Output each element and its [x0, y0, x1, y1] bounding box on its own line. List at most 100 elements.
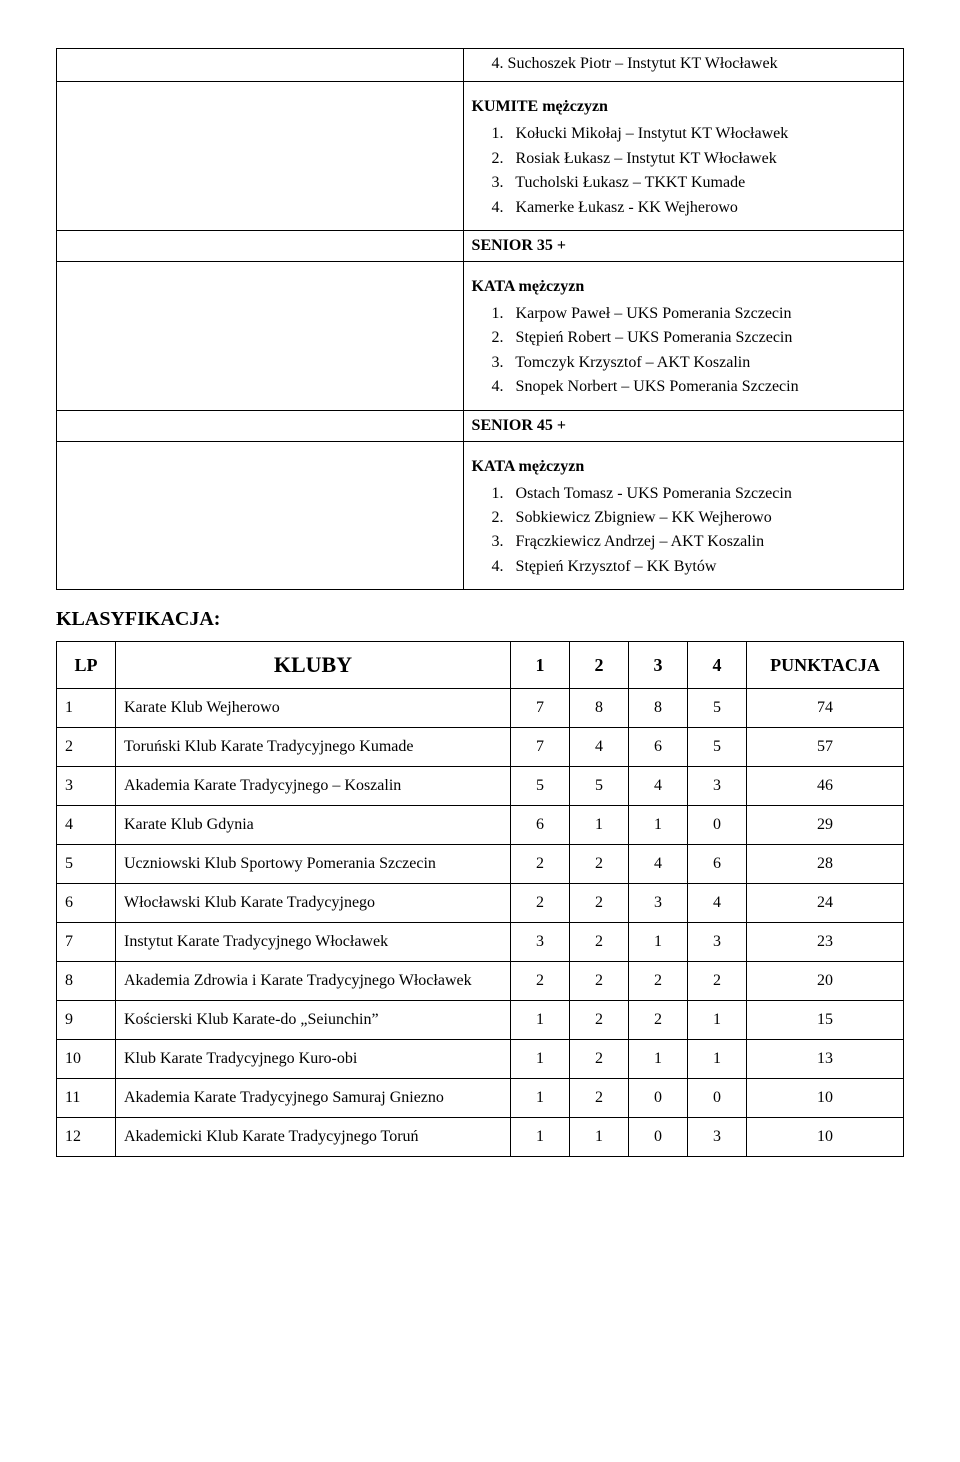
- table-cell: 28: [747, 845, 904, 884]
- table-cell: Akademia Karate Tradycyjnego – Koszalin: [116, 767, 511, 806]
- layout-left-empty-5: [57, 410, 464, 441]
- table-cell: 23: [747, 923, 904, 962]
- table-cell: Karate Klub Wejherowo: [116, 689, 511, 728]
- list-number: 1.: [492, 483, 512, 505]
- list-item: 1. Kołucki Mikołaj – Instytut KT Włocław…: [492, 122, 895, 146]
- table-cell: 4: [688, 884, 747, 923]
- table-cell: 1: [688, 1040, 747, 1079]
- table-cell: Akademicki Klub Karate Tradycyjnego Toru…: [116, 1118, 511, 1157]
- table-cell: 57: [747, 728, 904, 767]
- table-cell: 2: [570, 1001, 629, 1040]
- list-number: 3.: [492, 531, 512, 553]
- header-3: 3: [629, 642, 688, 689]
- table-cell: 2: [570, 845, 629, 884]
- senior35-kata-list: 1. Karpow Paweł – UKS Pomerania Szczecin…: [472, 302, 895, 400]
- header-1: 1: [511, 642, 570, 689]
- table-cell: 1: [511, 1040, 570, 1079]
- table-cell: 3: [57, 767, 116, 806]
- table-cell: 7: [57, 923, 116, 962]
- senior45-kata-cell: KATA mężczyzn 1. Ostach Tomasz - UKS Pom…: [463, 441, 903, 590]
- table-cell: 11: [57, 1079, 116, 1118]
- table-cell: 29: [747, 806, 904, 845]
- list-label: Karpow Paweł – UKS Pomerania Szczecin: [512, 305, 792, 322]
- table-cell: 2: [511, 845, 570, 884]
- list-number: 4.: [492, 376, 512, 398]
- layout-table: 4. Suchoszek Piotr – Instytut KT Włocław…: [56, 48, 904, 590]
- list-number: 2.: [492, 327, 512, 349]
- table-row: 5Uczniowski Klub Sportowy Pomerania Szcz…: [57, 845, 904, 884]
- list-number: 2.: [492, 507, 512, 529]
- table-cell: 5: [570, 767, 629, 806]
- table-cell: 2: [511, 884, 570, 923]
- table-cell: 1: [57, 689, 116, 728]
- top-item: 4. Suchoszek Piotr – Instytut KT Włocław…: [472, 53, 895, 75]
- table-cell: 2: [511, 962, 570, 1001]
- table-cell: 74: [747, 689, 904, 728]
- header-4: 4: [688, 642, 747, 689]
- table-cell: 3: [629, 884, 688, 923]
- table-cell: 2: [629, 962, 688, 1001]
- list-label: Snopek Norbert – UKS Pomerania Szczecin: [512, 378, 799, 395]
- table-cell: 0: [688, 806, 747, 845]
- table-cell: 12: [57, 1118, 116, 1157]
- table-row: 8Akademia Zdrowia i Karate Tradycyjnego …: [57, 962, 904, 1001]
- results-header-row: LP KLUBY 1 2 3 4 PUNKTACJA: [57, 642, 904, 689]
- klasyfikacja-heading: KLASYFIKACJA:: [56, 608, 904, 631]
- results-table: LP KLUBY 1 2 3 4 PUNKTACJA 1Karate Klub …: [56, 641, 904, 1157]
- table-cell: 3: [688, 923, 747, 962]
- table-cell: 8: [57, 962, 116, 1001]
- table-cell: 10: [747, 1079, 904, 1118]
- list-item: 1. Karpow Paweł – UKS Pomerania Szczecin: [492, 302, 895, 326]
- table-cell: 2: [570, 884, 629, 923]
- table-cell: Karate Klub Gdynia: [116, 806, 511, 845]
- table-cell: 2: [570, 1040, 629, 1079]
- table-cell: 10: [747, 1118, 904, 1157]
- table-cell: 9: [57, 1001, 116, 1040]
- table-cell: 4: [57, 806, 116, 845]
- table-cell: 46: [747, 767, 904, 806]
- senior45-kata-list: 1. Ostach Tomasz - UKS Pomerania Szczeci…: [472, 482, 895, 580]
- table-row: 6Włocławski Klub Karate Tradycyjnego2234…: [57, 884, 904, 923]
- table-row: 2Toruński Klub Karate Tradycyjnego Kumad…: [57, 728, 904, 767]
- list-label: Tomczyk Krzysztof – AKT Koszalin: [512, 354, 751, 371]
- table-cell: 1: [570, 806, 629, 845]
- table-cell: 1: [570, 1118, 629, 1157]
- list-number: 1.: [492, 303, 512, 325]
- table-cell: 6: [57, 884, 116, 923]
- table-cell: 5: [688, 689, 747, 728]
- table-cell: 4: [629, 845, 688, 884]
- table-row: 9Kościerski Klub Karate-do „Seiunchin”12…: [57, 1001, 904, 1040]
- list-item: 3. Frączkiewicz Andrzej – AKT Koszalin: [492, 530, 895, 554]
- table-cell: 13: [747, 1040, 904, 1079]
- senior45-heading-cell: SENIOR 45 +: [463, 410, 903, 441]
- list-item: 3. Tucholski Łukasz – TKKT Kumade: [492, 171, 895, 195]
- senior45-kata-heading: KATA mężczyzn: [472, 458, 895, 476]
- layout-left-empty-3: [57, 230, 464, 261]
- table-cell: Uczniowski Klub Sportowy Pomerania Szcze…: [116, 845, 511, 884]
- table-cell: Kościerski Klub Karate-do „Seiunchin”: [116, 1001, 511, 1040]
- list-item: 2. Stępień Robert – UKS Pomerania Szczec…: [492, 326, 895, 350]
- layout-left-empty-2: [57, 82, 464, 231]
- table-cell: Toruński Klub Karate Tradycyjnego Kumade: [116, 728, 511, 767]
- layout-left-empty-4: [57, 261, 464, 410]
- table-cell: 1: [629, 806, 688, 845]
- list-label: Stępień Robert – UKS Pomerania Szczecin: [512, 329, 793, 346]
- table-cell: 2: [629, 1001, 688, 1040]
- table-cell: 2: [570, 962, 629, 1001]
- list-label: Kołucki Mikołaj – Instytut KT Włocławek: [512, 125, 789, 142]
- table-cell: Włocławski Klub Karate Tradycyjnego: [116, 884, 511, 923]
- table-cell: 6: [511, 806, 570, 845]
- table-cell: 8: [629, 689, 688, 728]
- table-cell: 3: [688, 767, 747, 806]
- table-cell: 2: [57, 728, 116, 767]
- header-kluby: KLUBY: [116, 642, 511, 689]
- table-cell: 2: [688, 962, 747, 1001]
- table-cell: 1: [688, 1001, 747, 1040]
- senior35-kata-heading: KATA mężczyzn: [472, 278, 895, 296]
- table-row: 11Akademia Karate Tradycyjnego Samuraj G…: [57, 1079, 904, 1118]
- table-cell: 20: [747, 962, 904, 1001]
- header-lp: LP: [57, 642, 116, 689]
- table-row: 12Akademicki Klub Karate Tradycyjnego To…: [57, 1118, 904, 1157]
- table-cell: Instytut Karate Tradycyjnego Włocławek: [116, 923, 511, 962]
- senior35-kata-cell: KATA mężczyzn 1. Karpow Paweł – UKS Pome…: [463, 261, 903, 410]
